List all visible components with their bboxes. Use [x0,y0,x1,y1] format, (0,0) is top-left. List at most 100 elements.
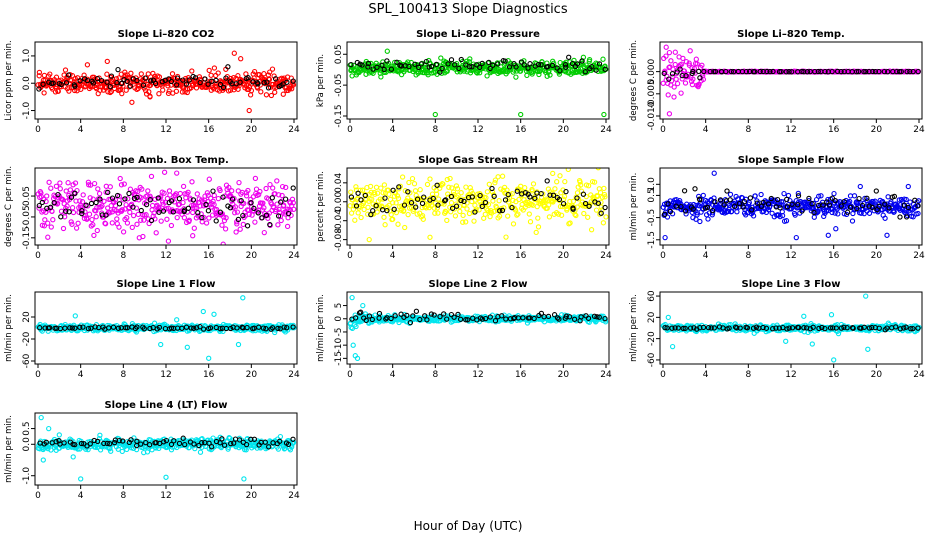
data-point [536,71,542,78]
data-point [142,75,148,81]
data-point [208,72,214,78]
outlier-point [566,54,572,60]
data-point [102,221,109,227]
data-point [73,225,80,231]
data-point [45,220,51,226]
data-point [394,193,401,199]
data-point [291,206,297,212]
data-point [864,195,870,201]
data-point [399,174,406,180]
data-point [789,201,795,207]
data-point [118,182,125,188]
data-point [105,89,111,95]
series-2 [348,178,608,218]
data-point [401,207,407,214]
outlier-point [206,355,212,361]
data-point [858,325,864,331]
data-point [352,200,358,206]
data-point [466,59,472,65]
data-point [705,216,711,222]
data-point [372,191,378,197]
data-point [458,190,464,196]
data-point [458,56,464,63]
data-point [601,191,608,198]
data-point [174,214,180,221]
data-point [378,74,384,80]
x-tick-label: 4 [390,370,396,380]
data-point [213,77,219,84]
data-point [278,217,284,224]
data-point [396,184,402,190]
points-layer [660,293,922,363]
data-point [855,68,862,75]
outlier-point [147,94,153,100]
data-point [191,225,197,231]
data-point [431,312,437,318]
outlier-point [873,188,879,194]
data-point [84,62,91,68]
data-point [493,204,500,211]
data-point [595,200,601,206]
data-point [169,71,176,77]
x-tick-label: 16 [828,370,840,380]
x-tick-label: 16 [515,125,527,135]
data-point [699,62,705,68]
x-tick-label: 16 [203,370,215,380]
data-point [188,325,194,331]
data-point [535,61,542,68]
data-point [127,83,133,89]
data-point [394,59,400,65]
data-point [602,204,608,211]
data-point [251,205,257,212]
data-point [484,73,490,79]
data-point [119,90,125,97]
data-point [59,196,65,202]
data-point [184,89,190,96]
x-tick-label: 4 [703,125,709,135]
data-point [743,68,750,75]
data-point [557,203,564,210]
data-point [474,62,480,68]
data-point [747,195,754,201]
data-point [891,193,898,200]
data-point [683,73,689,79]
x-tick-label: 0 [660,370,666,380]
data-point [36,86,42,92]
data-point [770,68,776,75]
data-point [253,186,260,192]
data-point [602,315,608,322]
data-point [373,184,380,190]
data-point [79,208,85,214]
data-point [460,212,466,219]
data-point [708,325,714,331]
data-point [789,69,795,75]
panel-4: Slope Amb. Box Temp.0 4 8 12 16 20 24-0.15-0.0… [4,155,300,261]
data-point [487,314,493,320]
data-point [893,324,899,330]
outlier-point [358,309,364,315]
data-point [58,214,64,220]
data-point [353,323,359,330]
data-point [690,68,696,75]
data-point [490,62,496,68]
data-point [48,447,54,453]
data-point [727,191,734,198]
data-point [65,72,72,78]
points-layer [35,295,297,361]
data-point [91,180,98,187]
data-point [208,87,214,93]
data-point [284,223,291,230]
data-point [110,324,117,330]
data-point [348,194,355,200]
data-point [79,210,85,217]
series-2 [662,324,921,333]
data-point [789,325,796,331]
data-point [773,325,779,331]
data-point [139,186,145,192]
data-point [469,64,475,70]
data-point [661,70,667,77]
data-point [678,90,684,96]
points-layer [347,48,609,118]
data-point [551,312,558,318]
data-point [754,200,760,206]
